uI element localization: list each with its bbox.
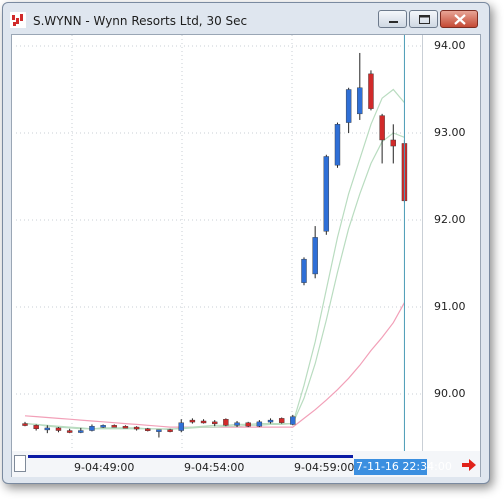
price-label: 92.00 <box>434 213 466 226</box>
down-candle <box>390 139 396 147</box>
down-candle <box>33 425 39 430</box>
up-candle <box>44 427 51 431</box>
up-candle <box>256 421 263 427</box>
up-candle <box>345 89 352 123</box>
up-candle <box>100 425 106 428</box>
scroll-box[interactable] <box>14 455 26 472</box>
chart-window: S.WYNN - Wynn Resorts Ltd, 30 Sec 94.00 … <box>2 2 490 484</box>
time-scroll-bar[interactable] <box>28 455 353 458</box>
up-candle <box>301 258 307 283</box>
maximize-button[interactable] <box>409 10 438 28</box>
up-candle <box>334 124 341 166</box>
down-candle <box>379 115 385 141</box>
time-label: 9-04:54:00 <box>184 461 245 474</box>
price-label: 93.00 <box>434 126 466 139</box>
maximize-icon <box>419 15 430 24</box>
up-candle <box>323 156 330 232</box>
time-label: 9-04:59:00 <box>294 461 355 474</box>
down-candle <box>278 418 285 423</box>
down-candle <box>245 422 251 427</box>
scroll-right-arrow-icon[interactable] <box>461 458 477 472</box>
down-candle <box>368 73 374 109</box>
down-candle <box>133 426 140 430</box>
chart-app-icon <box>10 12 26 28</box>
ma-mid-line <box>24 132 405 430</box>
down-candle <box>55 427 62 431</box>
down-candle <box>111 425 117 428</box>
close-button[interactable] <box>440 10 478 28</box>
up-candle <box>357 87 363 115</box>
up-candle <box>156 429 162 432</box>
down-candle <box>122 425 129 429</box>
down-candle <box>223 419 229 426</box>
down-candle <box>212 421 218 425</box>
price-label: 90.00 <box>434 387 466 400</box>
up-candle <box>267 419 274 423</box>
down-candle <box>200 420 207 424</box>
up-candle <box>312 237 318 275</box>
price-chart[interactable] <box>12 35 480 451</box>
time-label: 9-04:49:00 <box>74 461 135 474</box>
window-title: S.WYNN - Wynn Resorts Ltd, 30 Sec <box>33 14 248 28</box>
chart-area[interactable]: 94.00 93.00 92.00 91.00 90.00 9-04:49:00… <box>11 34 481 477</box>
down-candle <box>66 430 73 433</box>
down-candle <box>167 429 173 432</box>
up-candle <box>234 422 240 426</box>
close-icon <box>454 14 466 25</box>
up-candle <box>78 430 84 433</box>
down-candle <box>145 428 151 431</box>
minimize-button[interactable] <box>378 10 407 28</box>
down-candle <box>189 419 196 423</box>
up-candle <box>178 422 184 431</box>
up-candle <box>89 425 95 431</box>
up-candle <box>290 416 296 425</box>
price-label: 91.00 <box>434 300 466 313</box>
minimize-icon <box>389 21 398 23</box>
title-bar[interactable]: S.WYNN - Wynn Resorts Ltd, 30 Sec <box>3 3 489 33</box>
ma-slow-line <box>24 302 405 428</box>
down-candle <box>22 423 28 426</box>
price-label: 94.00 <box>434 39 466 52</box>
cursor-time-label: 7-11-16 22:34:00 <box>354 459 452 475</box>
